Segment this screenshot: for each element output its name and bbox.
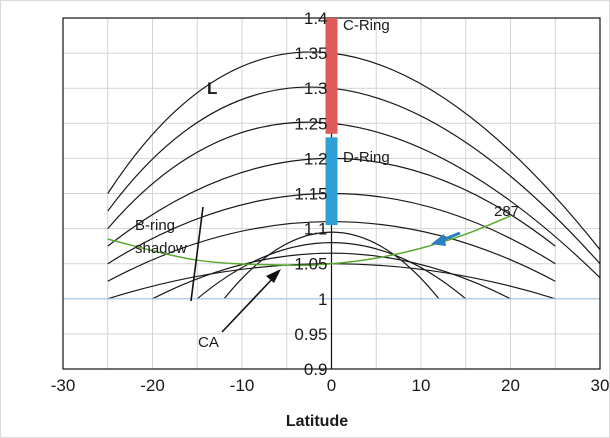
x-tick-label: 30 <box>591 376 610 395</box>
d-ring-label: D-Ring <box>343 149 390 166</box>
x-tick-label: -20 <box>140 376 165 395</box>
y-tick-label: 1 <box>318 290 327 309</box>
x-tick-label: 0 <box>327 376 336 395</box>
ring-bar <box>325 18 338 134</box>
x-tick-label: 10 <box>412 376 431 395</box>
y-tick-label: 1.3 <box>304 79 328 98</box>
ca-arrow <box>221 274 277 333</box>
y-tick-label: 1.2 <box>304 149 328 168</box>
direction-arrowhead <box>431 234 446 246</box>
x-tick-label: -30 <box>51 376 76 395</box>
y-tick-label: 1.15 <box>294 185 327 204</box>
x-tick-label: 20 <box>501 376 520 395</box>
y-tick-label: 1.35 <box>294 44 327 63</box>
trajectory-line <box>107 215 511 267</box>
ring-bar <box>325 137 338 226</box>
y-tick-label: 1.05 <box>294 255 327 274</box>
y-tick-label: 1.1 <box>304 220 328 239</box>
ring-bars <box>325 18 338 226</box>
ca-label: CA <box>198 334 219 351</box>
y-tick-label: 0.95 <box>294 325 327 344</box>
b-ring-shadow-label-1: B-ring <box>135 217 175 234</box>
x-axis-title: Latitude <box>286 413 348 430</box>
tick-labels: -30 -20 -10 0 10 20 30 0.9 0.95 1 1.05 1.1 1.15 1.2 1.… <box>51 9 610 395</box>
x-tick-label: -10 <box>230 376 255 395</box>
y-tick-label: 1.25 <box>294 114 327 133</box>
c-ring-label: C-Ring <box>343 17 390 34</box>
l-shell-label: L <box>207 79 217 98</box>
b-ring-shadow-line <box>190 206 204 302</box>
ca-arrowhead <box>266 269 281 283</box>
l-shell-curve <box>107 86 601 265</box>
y-tick-label: 1.4 <box>304 9 328 28</box>
y-tick-label: 0.9 <box>304 360 328 379</box>
trajectory-label: 287 <box>494 203 519 220</box>
b-ring-shadow-label-2: shadow <box>135 240 187 257</box>
